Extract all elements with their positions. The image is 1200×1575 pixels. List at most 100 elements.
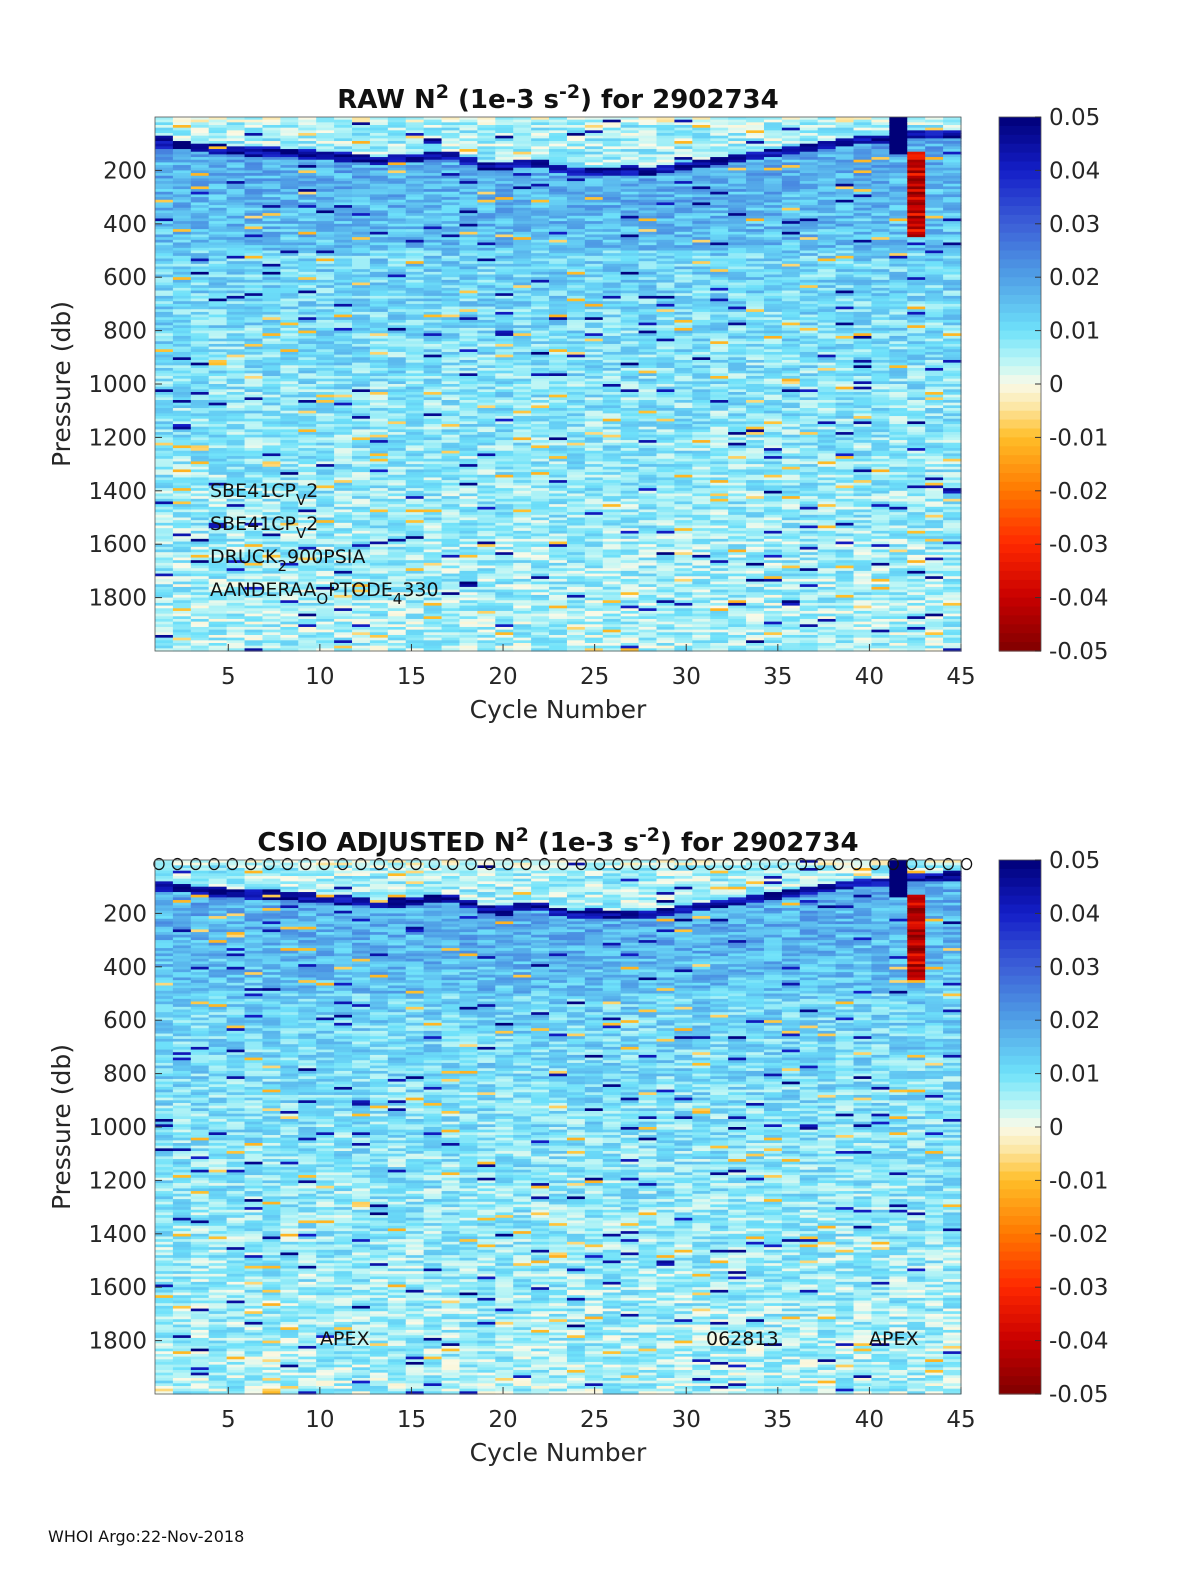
heatmap-cell <box>298 389 317 393</box>
heatmap-cell <box>298 498 317 503</box>
heatmap-cell <box>172 215 192 220</box>
heatmap-cell <box>172 149 192 153</box>
heatmap-cell <box>316 429 335 433</box>
heatmap-cell <box>352 146 371 150</box>
heatmap-cell <box>155 461 174 465</box>
heatmap-cell <box>280 210 299 214</box>
heatmap-cell <box>155 351 174 356</box>
heatmap-cell <box>244 413 264 417</box>
heatmap-cell <box>316 271 335 276</box>
heatmap-cell <box>334 237 353 241</box>
heatmap-cell <box>226 432 246 436</box>
heatmap-cell <box>244 437 264 441</box>
heatmap-cell <box>262 413 281 417</box>
heatmap-cell <box>262 381 281 385</box>
heatmap-cell <box>172 333 192 337</box>
heatmap-cell <box>280 119 299 123</box>
heatmap-cell <box>334 493 353 497</box>
heatmap-cell <box>155 133 174 137</box>
heatmap-cell <box>316 432 335 436</box>
heatmap-cell <box>280 600 299 604</box>
heatmap-cell <box>316 159 335 163</box>
heatmap-cell <box>334 298 353 302</box>
heatmap-cell <box>298 237 317 241</box>
heatmap-cell <box>155 277 174 281</box>
heatmap-cell <box>190 317 210 321</box>
heatmap-cell <box>369 263 389 268</box>
heatmap-cell <box>226 405 246 409</box>
heatmap-cell <box>262 239 281 244</box>
heatmap-cell <box>190 394 210 398</box>
heatmap-cell <box>369 210 389 214</box>
heatmap-cell <box>262 450 281 455</box>
heatmap-cell <box>316 400 335 404</box>
heatmap-cell <box>190 392 210 396</box>
heatmap-cell <box>226 581 246 585</box>
heatmap-cell <box>190 141 210 145</box>
heatmap-cell <box>208 432 228 436</box>
heatmap-cell <box>208 533 228 537</box>
heatmap-cell <box>280 346 299 350</box>
heatmap-cell <box>280 231 299 236</box>
heatmap-cell <box>172 589 192 593</box>
heatmap-cell <box>352 397 371 401</box>
heatmap-cell <box>190 410 210 414</box>
heatmap-cell <box>334 549 353 553</box>
heatmap-cell <box>190 461 210 465</box>
heatmap-cell <box>298 221 317 225</box>
heatmap-cell <box>155 343 174 348</box>
heatmap-cell <box>316 445 335 449</box>
heatmap-cell <box>316 199 335 204</box>
heatmap-cell <box>280 301 299 305</box>
heatmap-cell <box>190 242 210 246</box>
heatmap-cell <box>298 512 317 516</box>
heatmap-cell <box>352 186 371 190</box>
heatmap-cell <box>208 549 228 553</box>
heatmap-cell <box>334 490 353 495</box>
heatmap-cell <box>262 424 281 428</box>
heatmap-cell <box>244 426 264 430</box>
heatmap-cell <box>226 528 246 532</box>
heatmap-cell <box>172 197 192 201</box>
heatmap-cell <box>298 314 317 318</box>
heatmap-cell <box>172 269 192 273</box>
heatmap-cell <box>334 133 353 137</box>
heatmap-cell <box>208 648 228 652</box>
heatmap-cell <box>244 215 264 220</box>
heatmap-cell <box>226 418 246 422</box>
heatmap-cell <box>280 381 299 385</box>
heatmap-cell <box>369 159 389 163</box>
heatmap-cell <box>190 568 210 572</box>
heatmap-cell <box>172 127 192 131</box>
heatmap-cell <box>298 640 317 644</box>
heatmap-cell <box>280 223 299 228</box>
heatmap-cell <box>262 303 281 308</box>
heatmap-cell <box>262 445 281 449</box>
heatmap-cell <box>262 533 281 537</box>
heatmap-cell <box>298 642 317 647</box>
heatmap-cell <box>316 162 335 166</box>
heatmap-cell <box>208 421 228 425</box>
heatmap-cell <box>334 608 353 612</box>
heatmap-cell <box>316 335 335 340</box>
heatmap-cell <box>226 319 246 324</box>
heatmap-cell <box>298 365 317 369</box>
heatmap-cell <box>298 215 317 220</box>
heatmap-cell <box>369 557 389 561</box>
heatmap-cell <box>190 197 210 201</box>
heatmap-cell <box>369 245 389 249</box>
heatmap-cell <box>316 205 335 209</box>
heatmap-cell <box>334 626 353 631</box>
heatmap-cell <box>208 498 228 503</box>
heatmap-cell <box>352 181 371 185</box>
heatmap-cell <box>226 301 246 305</box>
heatmap-cell <box>316 594 335 599</box>
heatmap-cell <box>334 343 353 348</box>
heatmap-cell <box>334 434 353 438</box>
heatmap-cell <box>190 234 210 238</box>
heatmap-cell <box>262 362 281 366</box>
heatmap-cell <box>280 448 299 452</box>
heatmap-cell <box>208 552 228 556</box>
heatmap-cell <box>208 287 228 292</box>
heatmap-cell <box>172 586 192 591</box>
